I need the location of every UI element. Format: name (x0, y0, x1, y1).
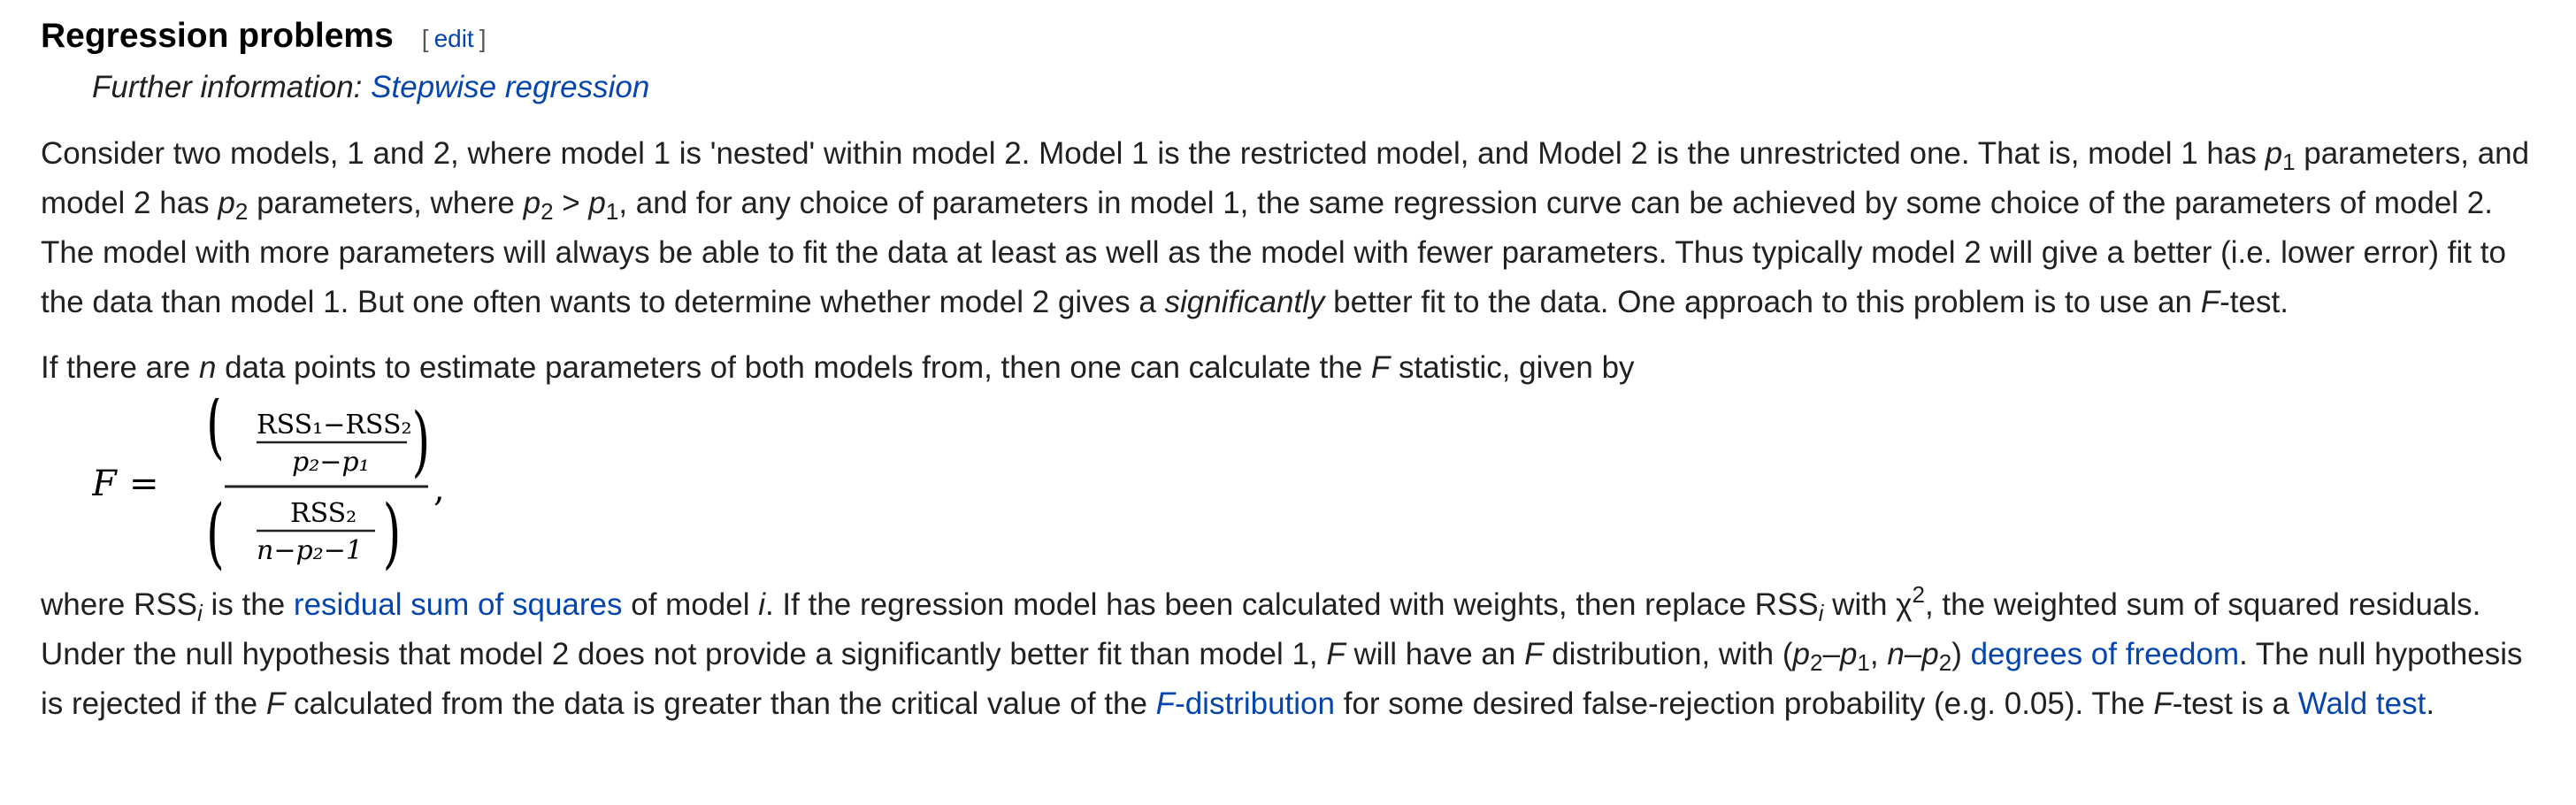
formula-num-lparen: ( (206, 398, 225, 467)
f-statistic-formula: F = ( RSS₁−RSS₂ p₂−p₁ ) ( RSS₂ n−p₂−1 ) … (91, 380, 2535, 578)
edit-link[interactable]: edit (433, 25, 474, 52)
formula-num-bottom: p₂−p₁ (292, 447, 370, 478)
formula-den-rparen: ) (383, 489, 402, 575)
formula-svg: F = ( RSS₁−RSS₂ p₂−p₁ ) ( RSS₂ n−p₂−1 ) … (91, 380, 445, 578)
formula-equals: = (129, 464, 159, 504)
formula-den-bottom: n−p₂−1 (257, 535, 363, 566)
formula-lhs: F (92, 464, 118, 504)
formula-num-rparen: ) (411, 398, 430, 485)
section-title: Regression problems (41, 17, 394, 55)
hatnote: Further information: Stepwise regression (92, 65, 2535, 110)
stepwise-regression-link[interactable]: Stepwise regression (371, 70, 650, 104)
edit-bracket-open: [ (421, 25, 429, 52)
formula-comma: , (433, 469, 445, 510)
edit-section: [edit] (422, 25, 487, 53)
formula-den-lparen: ( (206, 489, 225, 575)
article-section: Regression problems [edit] Further infor… (41, 9, 2535, 721)
f-distribution-link[interactable]: F-distribution (1155, 686, 1335, 721)
paragraph-f-statistic-intro: If there are n data points to estimate p… (41, 350, 1635, 385)
formula-num-top: RSS₁−RSS₂ (257, 410, 412, 441)
paragraph-rss-explanation: where RSSi is the residual sum of square… (41, 581, 2523, 721)
residual-sum-of-squares-link[interactable]: residual sum of squares (293, 587, 623, 622)
degrees-of-freedom-link[interactable]: degrees of freedom (1970, 637, 2240, 671)
paragraph-nested-models: Consider two models, 1 and 2, where mode… (41, 136, 2530, 319)
section-heading-row: Regression problems [edit] (41, 9, 2535, 64)
hatnote-prefix: Further information: (92, 70, 372, 104)
wald-test-link[interactable]: Wald test (2297, 686, 2426, 721)
edit-bracket-close: ] (479, 25, 487, 52)
formula-den-top: RSS₂ (290, 498, 356, 529)
